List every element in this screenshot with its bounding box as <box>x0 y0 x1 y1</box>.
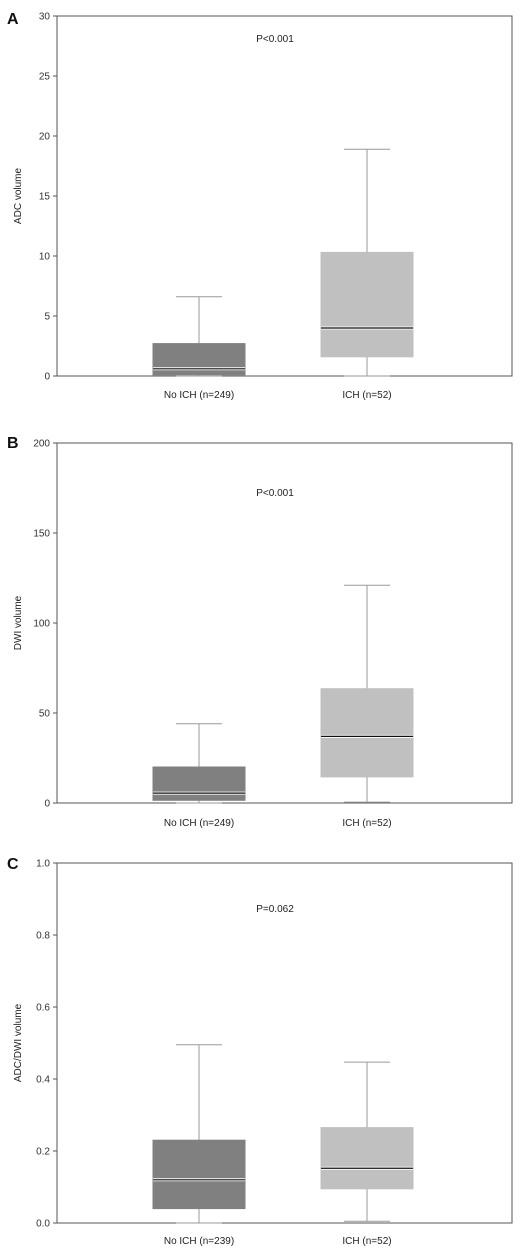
y-tick-label: 0 <box>44 372 50 383</box>
y-tick-label: 200 <box>33 439 50 450</box>
y-tick-label: 10 <box>39 252 51 263</box>
y-tick-label: 0.6 <box>36 1003 50 1014</box>
y-tick-label: 5 <box>44 312 50 323</box>
y-tick-label: 15 <box>39 192 51 203</box>
y-tick-label: 1.0 <box>36 859 50 870</box>
y-tick-label: 0.0 <box>36 1219 50 1230</box>
chart-panel-b: B 0 50 100 150 200 DWI volume P<0.001 No ICH (n=… <box>7 435 513 829</box>
category-label: No ICH (n=239) <box>164 1236 234 1247</box>
y-tick-label: 0.2 <box>36 1147 50 1158</box>
y-tick-label: 25 <box>39 72 51 83</box>
y-tick-label: 150 <box>33 529 50 540</box>
box-iqr <box>320 251 414 358</box>
y-tick-label: 20 <box>39 132 51 143</box>
category-label: No ICH (n=249) <box>164 390 234 401</box>
box-ich <box>320 584 414 803</box>
p-value-annotation: P<0.001 <box>256 488 294 499</box>
chart-panel-a: A 0 5 10 15 20 25 30 ADC volume P<0.001 No ICH (n=… <box>7 11 513 401</box>
box-iqr <box>320 1127 414 1190</box>
y-tick-label: 50 <box>39 709 51 720</box>
y-axis-label: ADC/DWI volume <box>13 1003 24 1082</box>
category-label: ICH (n=52) <box>342 390 391 401</box>
y-tick-label: 30 <box>39 12 51 23</box>
box-iqr <box>152 1139 246 1210</box>
category-label: No ICH (n=249) <box>164 818 234 829</box>
chart-panel-c: C 0.0 0.2 0.4 0.6 0.8 1.0 ADC/DWI volume P=0.062… <box>7 856 513 1247</box>
plot-frame <box>56 862 513 1224</box>
y-tick-label: 100 <box>33 619 50 630</box>
box-no-ich <box>152 723 246 804</box>
category-label: ICH (n=52) <box>342 1236 391 1247</box>
panel-letter: C <box>7 856 19 873</box>
y-tick-label: 0.4 <box>36 1075 50 1086</box>
p-value-annotation: P<0.001 <box>256 34 294 45</box>
panel-letter: B <box>7 435 19 452</box>
panel-letter: A <box>7 11 19 28</box>
y-tick-label: 0.8 <box>36 931 50 942</box>
box-ich <box>320 1061 414 1222</box>
box-no-ich <box>152 1044 246 1224</box>
y-axis-label: DWI volume <box>13 595 24 650</box>
box-ich <box>320 148 414 377</box>
box-iqr <box>152 766 246 801</box>
box-iqr <box>320 688 414 778</box>
y-tick-label: 0 <box>44 799 50 810</box>
plot-frame <box>56 15 513 377</box>
y-axis-label: ADC volume <box>13 168 24 225</box>
category-label: ICH (n=52) <box>342 818 391 829</box>
p-value-annotation: P=0.062 <box>256 904 294 915</box>
box-no-ich <box>152 296 246 377</box>
